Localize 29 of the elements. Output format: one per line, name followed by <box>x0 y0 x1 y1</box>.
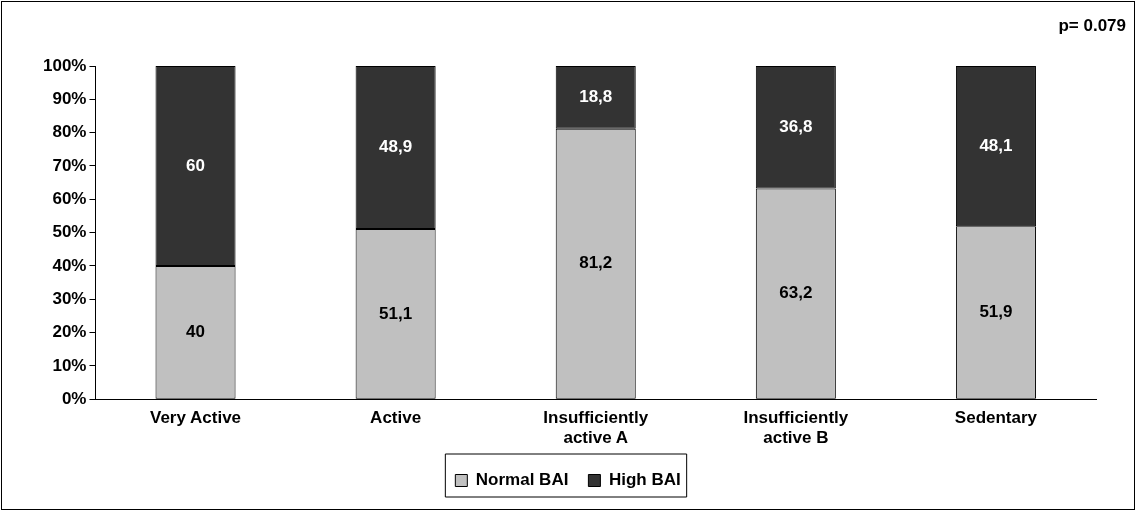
data-label: 81,2 <box>579 253 613 273</box>
data-label: 63,2 <box>779 283 813 303</box>
y-tick-label: 90% <box>52 89 87 109</box>
x-tick-label: Very Active <box>150 408 242 428</box>
x-tick-label: Insufficiently active B <box>743 408 849 448</box>
y-tick-label: 80% <box>52 122 87 142</box>
legend-label: Normal BAI <box>475 470 569 490</box>
x-tick-label: Insufficiently active A <box>543 408 649 448</box>
data-label: 51,1 <box>379 303 413 323</box>
y-tick-label: 40% <box>52 255 87 275</box>
data-label: 36,8 <box>779 117 813 136</box>
y-tick-label: 20% <box>52 322 87 342</box>
data-label: 48,1 <box>979 135 1013 155</box>
y-tick-label: 70% <box>52 155 87 175</box>
legend-label: High BAI <box>608 470 681 490</box>
data-label: 18,8 <box>579 87 613 107</box>
y-tick-label: 60% <box>52 188 87 208</box>
data-label: 60 <box>186 155 205 175</box>
y-tick-label: 30% <box>52 288 87 308</box>
y-tick-label: 10% <box>52 355 87 375</box>
data-label: 40 <box>186 322 205 341</box>
x-tick-label: Active <box>370 408 422 428</box>
y-tick-label: 100% <box>43 55 87 75</box>
data-label: 51,9 <box>979 302 1013 322</box>
x-tick-label: Sedentary <box>954 408 1038 428</box>
text: p= 0.079 <box>1058 16 1126 36</box>
y-tick-label: 50% <box>52 222 87 242</box>
y-tick-label: 0% <box>61 388 87 408</box>
data-label: 48,9 <box>379 137 413 157</box>
